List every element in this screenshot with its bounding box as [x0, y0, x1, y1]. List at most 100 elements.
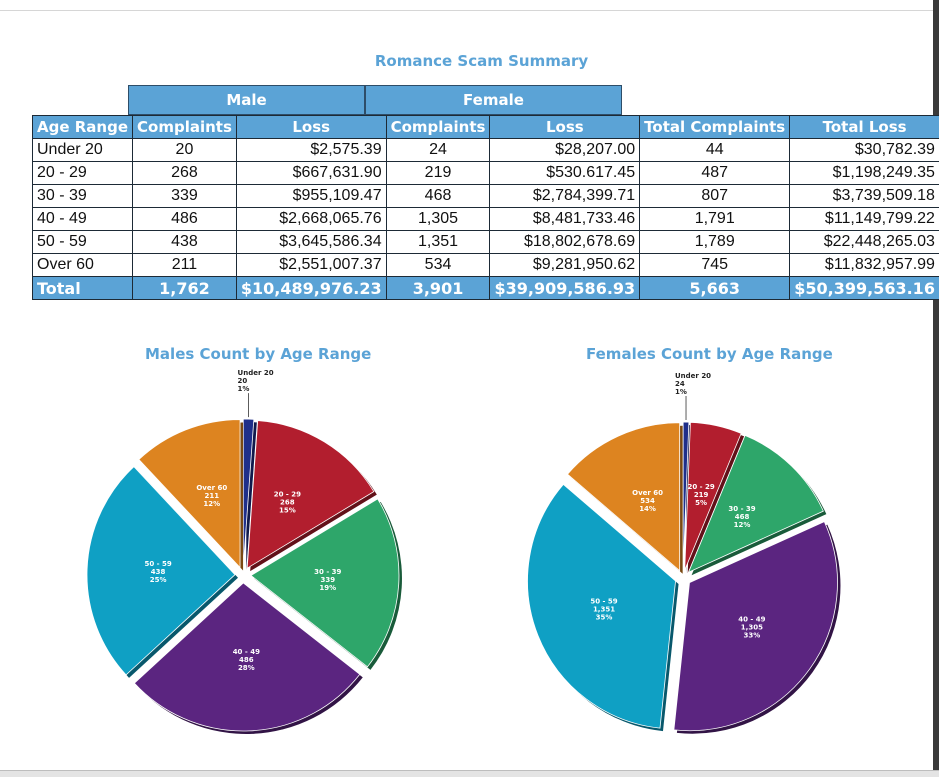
male-pie-label-40-49-0: 40 - 49 [233, 648, 260, 656]
female-pie-label-over-60-1: 534 [640, 497, 655, 505]
summary-table: Age Range Complaints Loss Complaints Los… [31, 115, 939, 300]
cell-total-loss: $30,782.39 [789, 138, 939, 162]
cell-female-complaints: 219 [385, 161, 491, 185]
cell-male-complaints: 211 [132, 253, 237, 277]
female-pie-label-50-59-1: 1,351 [593, 605, 615, 613]
header-female-complaints: Complaints [385, 115, 491, 139]
female-pie-label-40-49-2: 33% [743, 632, 760, 640]
window-top-bar [0, 0, 939, 11]
group-header-male: Male [128, 85, 365, 115]
group-header-female: Female [365, 85, 622, 115]
cell-male-complaints: 438 [132, 230, 237, 254]
header-total-loss: Total Loss [789, 115, 939, 139]
male-pie-label-50-59-1: 438 [151, 568, 166, 576]
male-pie-label-50-59-0: 50 - 59 [144, 560, 171, 568]
male-pie-label-20-29-2: 15% [279, 507, 296, 515]
total-female-complaints: 3,901 [385, 276, 491, 300]
cell-age-range: Over 60 [31, 253, 134, 277]
cell-age-range: Under 20 [31, 138, 134, 162]
cell-total-complaints: 1,789 [639, 230, 791, 254]
female-pie-label-20-29-1: 219 [694, 491, 709, 499]
female-pie-label-over-60-2: 14% [639, 505, 656, 513]
female-pie-label-50-59-2: 35% [596, 613, 613, 621]
female-pie-label-under-20-1: 24 [675, 380, 685, 388]
table-row: 30 - 39 339 $955,109.47 468 $2,784,399.7… [31, 184, 939, 208]
female-pie-label-20-29-2: 5% [695, 499, 707, 507]
cell-total-complaints: 745 [639, 253, 791, 277]
male-pie-label-over-60-1: 211 [204, 492, 219, 500]
male-pie-label-20-29-1: 268 [280, 499, 295, 507]
male-pie-title: Males Count by Age Range [145, 345, 372, 363]
header-male-complaints: Complaints [132, 115, 237, 139]
cell-age-range: 20 - 29 [31, 161, 134, 185]
cell-total-loss: $1,198,249.35 [789, 161, 939, 185]
male-pie-label-over-60-2: 12% [203, 500, 220, 508]
cell-female-loss: $530.617.45 [489, 161, 641, 185]
window-right-edge [933, 0, 939, 777]
table-row: 40 - 49 486 $2,668,065.76 1,305 $8,481,7… [31, 207, 939, 231]
cell-total-complaints: 1,791 [639, 207, 791, 231]
cell-female-complaints: 468 [385, 184, 491, 208]
header-total-complaints: Total Complaints [639, 115, 791, 139]
cell-total-complaints: 807 [639, 184, 791, 208]
total-label: Total [31, 276, 134, 300]
cell-male-loss: $2,551,007.37 [235, 253, 387, 277]
table-row: Under 20 20 $2,575.39 24 $28,207.00 44 $… [31, 138, 939, 162]
total-male-loss: $10,489,976.23 [235, 276, 387, 300]
cell-female-complaints: 1,305 [385, 207, 491, 231]
cell-total-loss: $3,739,509.18 [789, 184, 939, 208]
cell-total-complaints: 487 [639, 161, 791, 185]
male-pie-slice-40-49 [133, 582, 361, 732]
cell-male-loss: $2,575.39 [235, 138, 387, 162]
male-pie-slice-under-20 [242, 418, 255, 568]
cell-female-complaints: 534 [385, 253, 491, 277]
male-pie-label-under-20-1: 20 [238, 377, 248, 385]
table-header-row: Age Range Complaints Loss Complaints Los… [31, 115, 939, 139]
header-male-loss: Loss [235, 115, 387, 139]
male-pie-label-30-39-1: 339 [320, 576, 335, 584]
cell-male-loss: $955,109.47 [235, 184, 387, 208]
cell-male-complaints: 339 [132, 184, 237, 208]
female-pie-label-50-59-0: 50 - 59 [590, 597, 617, 605]
header-female-loss: Loss [489, 115, 641, 139]
cell-female-loss: $8,481,733.46 [489, 207, 641, 231]
total-male-complaints: 1,762 [132, 276, 237, 300]
female-pie-slice-30-39 [687, 434, 824, 574]
cell-age-range: 40 - 49 [31, 207, 134, 231]
cell-female-loss: $28,207.00 [489, 138, 641, 162]
cell-female-loss: $2,784,399.71 [489, 184, 641, 208]
cell-age-range: 50 - 59 [31, 230, 134, 254]
cell-male-loss: $667,631.90 [235, 161, 387, 185]
female-pie-slice-50-59 [527, 483, 676, 729]
cell-total-loss: $11,149,799.22 [789, 207, 939, 231]
female-pie-label-40-49-0: 40 - 49 [738, 616, 765, 624]
cell-female-complaints: 24 [385, 138, 491, 162]
cell-female-complaints: 1,351 [385, 230, 491, 254]
male-pie-label-30-39-2: 19% [319, 584, 336, 592]
table-row: 20 - 29 268 $667,631.90 219 $530.617.45 … [31, 161, 939, 185]
male-pie-label-under-20-0: Under 20 [238, 369, 274, 377]
window-bottom-bar [0, 770, 939, 777]
male-pie-label-over-60-0: Over 60 [196, 484, 227, 492]
table-title: Romance Scam Summary [374, 52, 589, 70]
male-pie-label-20-29-0: 20 - 29 [274, 491, 301, 499]
female-pie-label-over-60-0: Over 60 [632, 489, 663, 497]
female-pie-slice-20-29 [684, 421, 742, 571]
female-pie-slice-40-49 [673, 521, 838, 732]
male-pie-label-50-59-2: 25% [150, 576, 167, 584]
male-pie-label-40-49-2: 28% [238, 664, 255, 672]
male-pie-label-under-20-2: 1% [238, 385, 250, 393]
cell-male-loss: $3,645,586.34 [235, 230, 387, 254]
male-pie-label-30-39-0: 30 - 39 [314, 568, 341, 576]
male-pie-label-40-49-1: 486 [239, 656, 254, 664]
female-pie-label-30-39-0: 30 - 39 [728, 505, 755, 513]
female-pie-label-20-29-0: 20 - 29 [687, 483, 714, 491]
table-total-row: Total 1,762 $10,489,976.23 3,901 $39,909… [31, 276, 939, 300]
female-pie-slice-under-20 [682, 421, 690, 571]
cell-male-loss: $2,668,065.76 [235, 207, 387, 231]
female-pie-label-30-39-1: 468 [735, 513, 750, 521]
cell-female-loss: $9,281,950.62 [489, 253, 641, 277]
cell-male-complaints: 20 [132, 138, 237, 162]
